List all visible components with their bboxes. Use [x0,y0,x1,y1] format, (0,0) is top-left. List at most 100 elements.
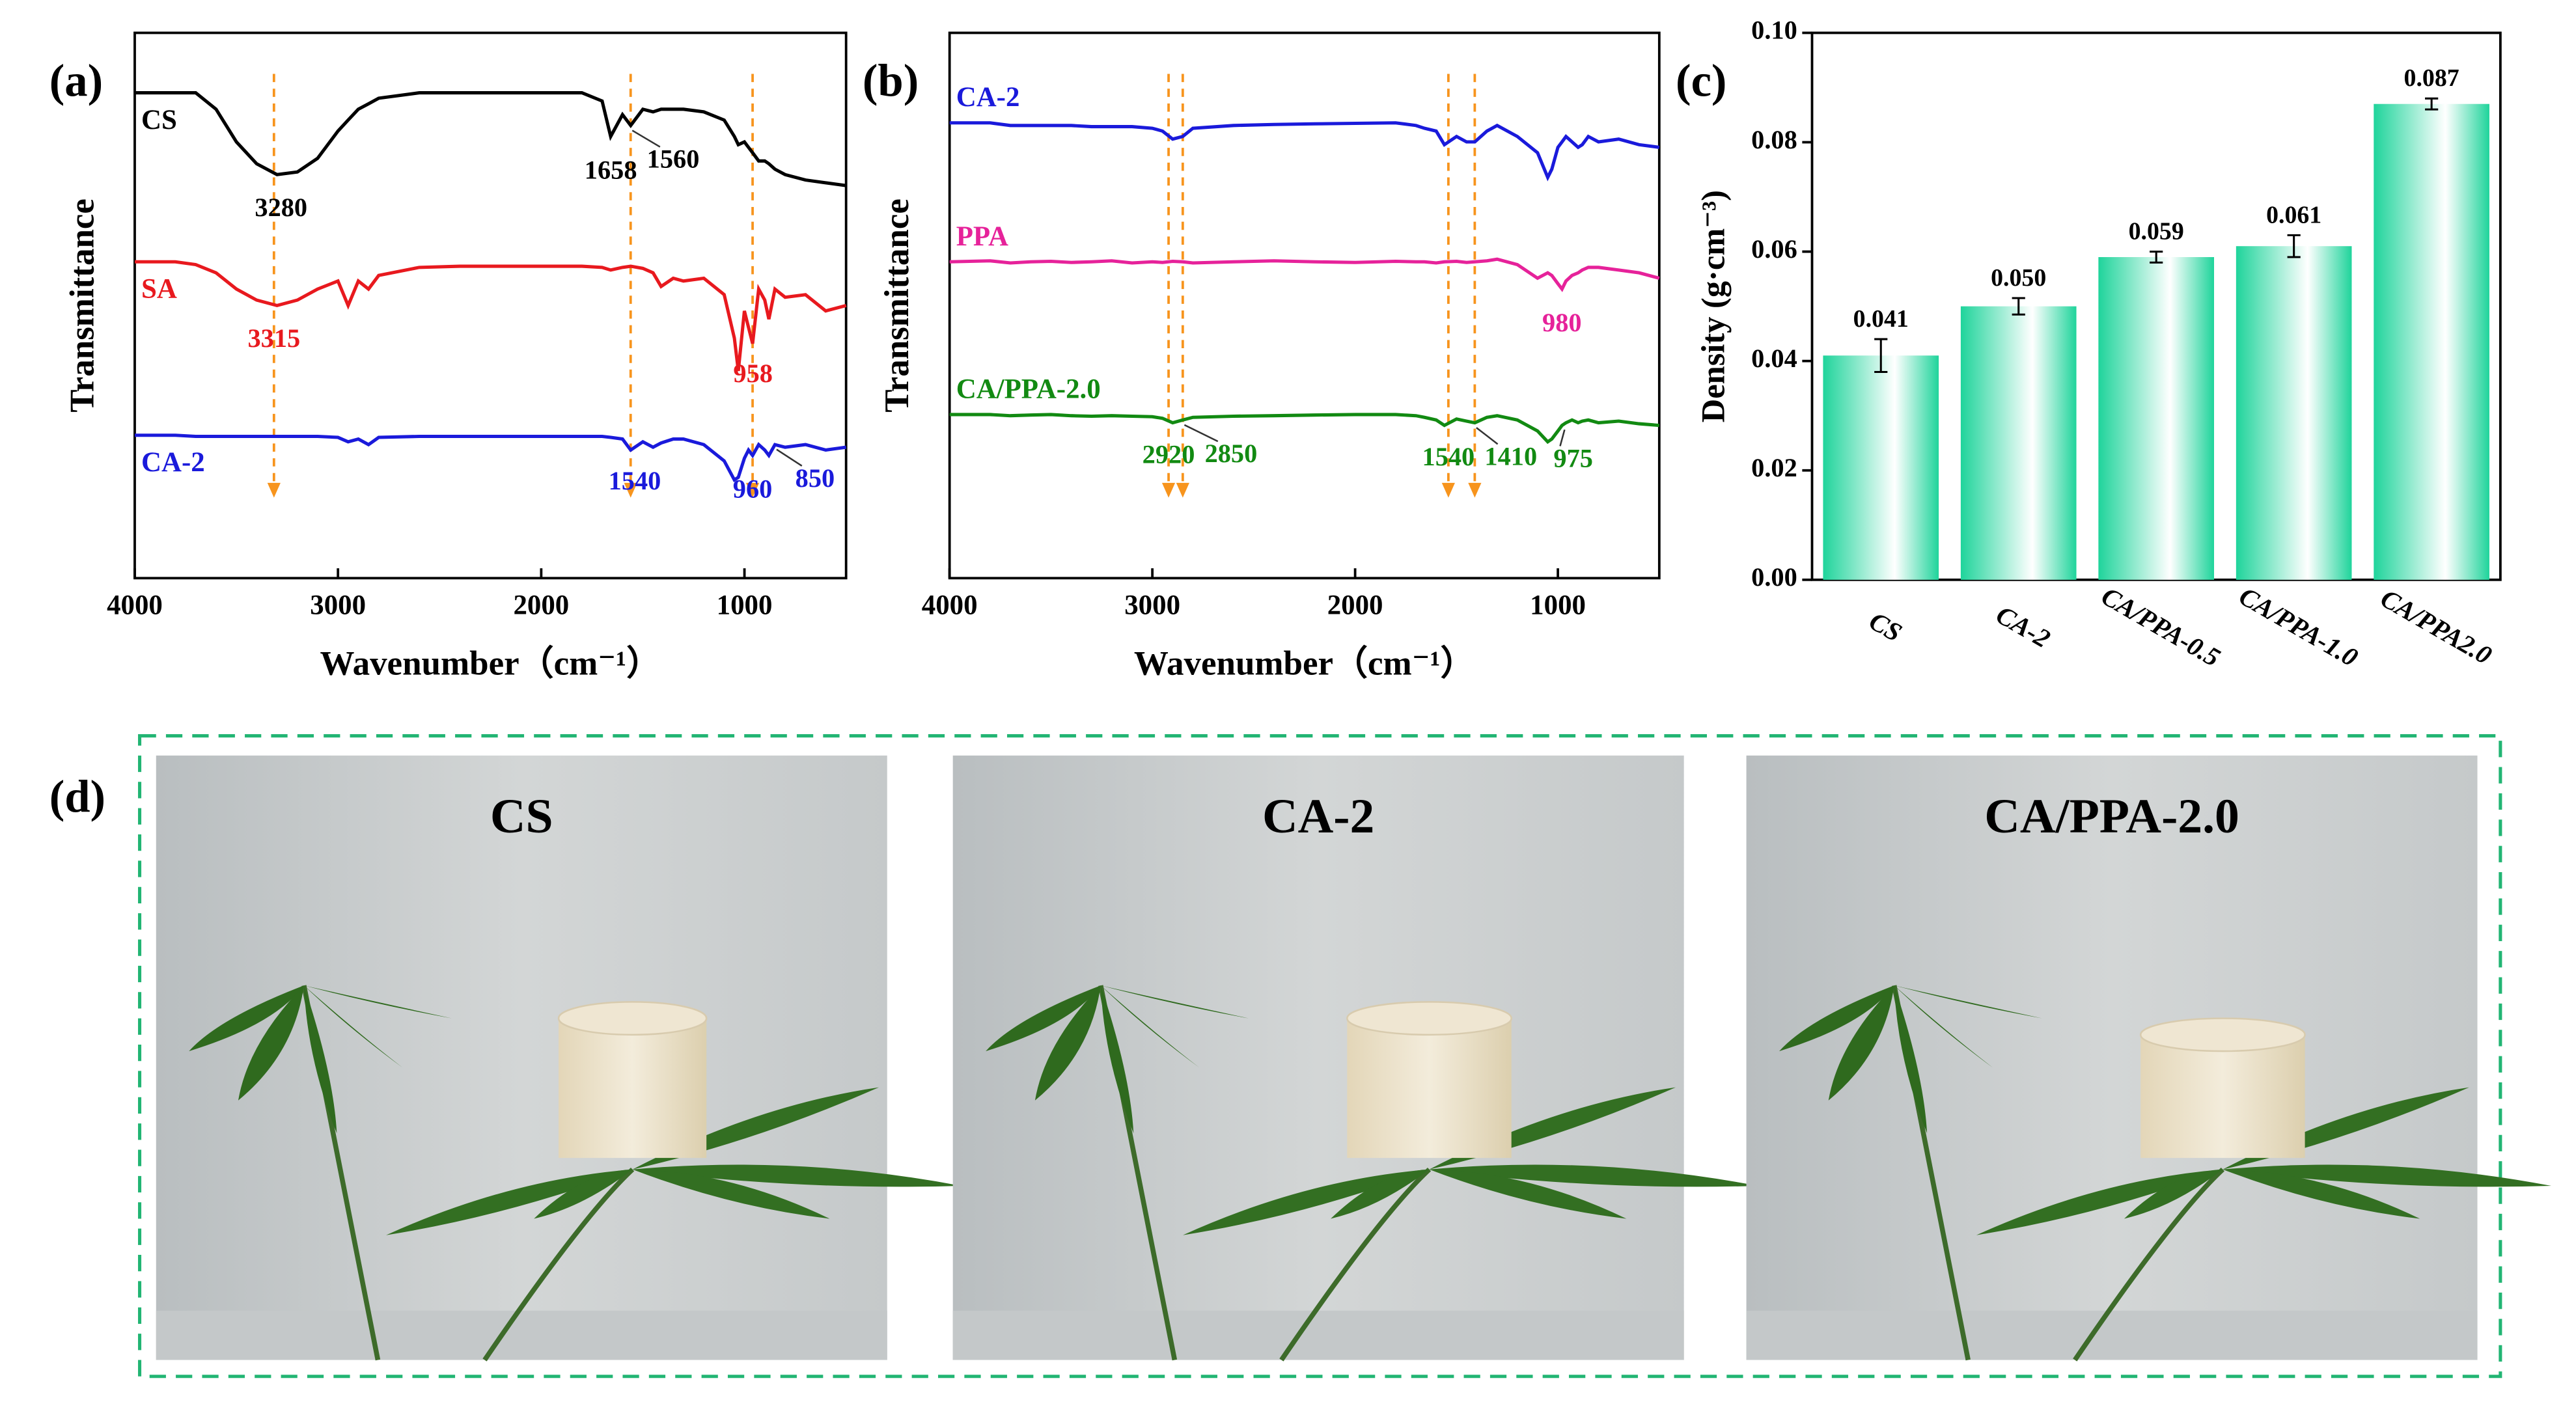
y-axis-label: Transmittance [878,199,916,413]
leaf [303,985,337,1134]
leaf [1429,1164,1758,1187]
x-tick-label: CA-2 [1991,599,2055,653]
aerogel-top [1346,1001,1512,1036]
series-label: CS [141,105,177,135]
x-tick-label: 4000 [922,590,978,621]
x-tick-label: CA/PPA-0.5 [2097,581,2226,672]
plant-stem [1279,1167,1432,1362]
leaf [2223,1164,2552,1187]
series-label: CA/PPA-2.0 [956,374,1101,404]
marker-arrowhead [267,482,281,498]
x-tick-label: 2000 [513,590,569,621]
x-axis-label: Wavenumber（cm⁻¹） [1134,644,1475,683]
x-tick-label: 1000 [717,590,773,621]
leaf [1828,985,1894,1101]
panel-label: (b) [863,55,919,106]
leaf [1894,985,1928,1134]
error-bar [2150,251,2163,264]
spectrum-line [134,260,847,372]
y-tick-label: 0.04 [1751,344,1797,373]
x-tick-label: CA/PPA2.0 [2375,583,2497,670]
peak-label: 1540 [609,466,661,495]
leaf [986,985,1101,1052]
peak-pointer [631,130,661,148]
x-tick-label: CS [1864,606,1907,648]
bar [1823,355,1939,580]
y-tick-label: 0.08 [1751,125,1797,154]
peak-label: 850 [796,463,835,493]
photo-floor [1746,1310,2478,1360]
peak-label: 980 [1542,308,1582,337]
plant-stem [2073,1167,2224,1362]
marker-arrowhead [745,482,760,498]
peak-label: 1540 [1422,442,1475,471]
y-tick-label: 0.06 [1751,234,1797,264]
value-label: 0.041 [1853,305,1909,333]
leaf [632,1169,830,1219]
marker-arrowhead [1176,482,1189,498]
leaf [1182,1169,1430,1235]
x-tick-label: 4000 [107,590,163,621]
leaf [1331,1169,1430,1219]
leaf [2223,1169,2420,1219]
peak-label: 2850 [1205,439,1258,468]
y-tick-label: 0.00 [1751,562,1797,592]
bar [2098,257,2215,580]
spectrum-line [134,91,847,187]
leaf [1429,1169,1627,1219]
y-axis-label: Density (g·cm⁻³) [1695,190,1732,422]
photo-background [1746,755,2478,1360]
x-tick-label: 2000 [1327,590,1383,621]
peak-label: 975 [1553,443,1593,473]
x-tick-label: 1000 [1530,590,1586,621]
value-label: 0.050 [1991,264,2046,292]
bar [2374,103,2489,580]
peak-label: 1410 [1484,441,1537,471]
photo-caption: CA/PPA-2.0 [1984,789,2239,844]
aerogel-side [559,1018,707,1159]
leaf [1034,985,1101,1101]
y-tick-label: 0.10 [1751,16,1797,45]
series-label: PPA [956,221,1008,252]
value-label: 0.061 [2266,201,2321,228]
aerogel-top [2139,1017,2306,1052]
bar [2236,246,2352,580]
error-bar [2425,97,2439,111]
x-tick-label: 3000 [1124,590,1180,621]
peak-pointer [1184,424,1219,443]
panel-label: (c) [1676,55,1726,106]
marker-arrowhead [1441,482,1455,498]
y-axis-label: Transmittance [63,199,101,413]
peak-label: 958 [733,359,773,388]
photo-floor [952,1310,1684,1360]
peak-label: 960 [733,474,773,504]
aerogel-side [2140,1034,2305,1159]
spectrum-line [949,121,1660,182]
photo-background [952,755,1684,1360]
photo-caption: CS [490,789,553,844]
photo-floor [156,1310,887,1360]
error-bar [2012,297,2025,316]
x-tick-label: 3000 [310,590,366,621]
panel-label: (a) [49,55,103,106]
marker-arrowhead [1468,482,1482,498]
spectrum-line [949,257,1660,292]
plant-stem [482,1167,635,1362]
leaf [534,1169,633,1219]
spectrum-line [134,433,847,483]
peak-label: 1560 [647,144,700,174]
x-axis-label: Wavenumber（cm⁻¹） [320,644,661,683]
leaf [2124,1169,2223,1219]
value-label: 0.087 [2404,64,2459,92]
photo-background [156,755,887,1360]
peak-pointer [1559,429,1566,446]
leaf [1976,1169,2223,1235]
peak-pointer [776,448,803,467]
peak-label: 3315 [247,323,300,353]
aerogel-side [1347,1018,1512,1159]
panel-label: (d) [49,772,105,823]
marker-arrowhead [1161,482,1176,498]
series-label: SA [141,274,177,305]
peak-label: 3280 [255,193,307,222]
